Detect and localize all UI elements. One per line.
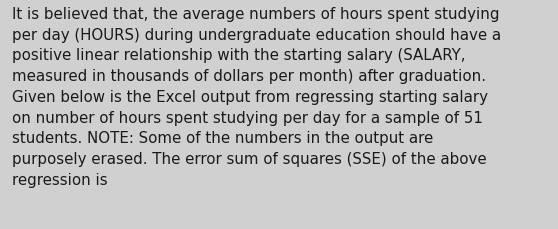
Text: It is believed that, the average numbers of hours spent studying
per day (HOURS): It is believed that, the average numbers…	[12, 7, 502, 187]
